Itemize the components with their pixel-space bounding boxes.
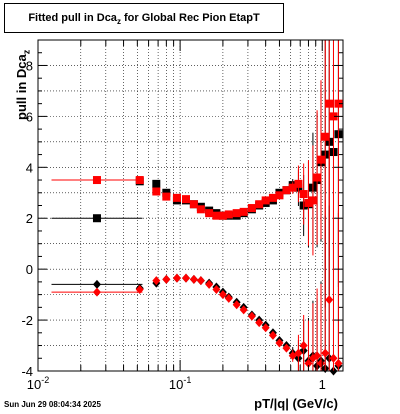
data-point-square: [299, 190, 308, 199]
data-point-diamond: [189, 274, 198, 284]
x-axis-label: pT/|q| (GeV/c): [254, 396, 338, 411]
title-box: Fitted pull in Dcaz for Global Rec Pion …: [4, 3, 284, 33]
data-point-square: [316, 155, 325, 164]
data-point-square: [247, 204, 256, 213]
data-point-square: [308, 196, 317, 205]
data-point-diamond: [196, 276, 205, 286]
data-point-square: [162, 192, 171, 201]
data-point-diamond: [172, 273, 181, 283]
data-point-diamond: [239, 305, 248, 315]
data-point-square: [261, 196, 270, 205]
data-point-square: [268, 193, 277, 202]
data-point-square: [294, 179, 303, 188]
data-point-square: [282, 186, 291, 195]
data-point-square: [189, 200, 198, 209]
data-point-square: [212, 211, 221, 220]
data-point-square: [205, 209, 214, 218]
data-point-diamond: [334, 358, 343, 368]
data-point-square: [135, 176, 144, 185]
data-point-diamond: [325, 295, 334, 305]
title-main: Fitted pull in Dca: [28, 12, 117, 24]
data-point-diamond: [232, 300, 241, 310]
data-point-square: [181, 195, 190, 204]
data-point-diamond: [92, 287, 101, 297]
data-point-diamond: [294, 348, 303, 358]
y-tick-label: 2: [26, 211, 33, 226]
data-point-diamond: [135, 285, 144, 295]
data-point-diamond: [152, 276, 161, 286]
timestamp-footer: Sun Jun 29 08:04:34 2025: [4, 400, 101, 409]
data-point-diamond: [92, 279, 101, 289]
y-tick-label: 8: [26, 58, 33, 73]
data-point-diamond: [218, 290, 227, 300]
data-point-square: [92, 176, 101, 185]
data-point-square: [288, 183, 297, 192]
data-point-square: [304, 198, 313, 207]
data-point-square: [313, 173, 322, 182]
data-point-diamond: [205, 279, 214, 289]
data-point-diamond: [299, 341, 308, 351]
data-point-square: [232, 209, 241, 218]
x-tick-label: 10-2: [27, 375, 49, 392]
data-point-square: [224, 210, 233, 219]
data-point-square: [239, 207, 248, 216]
data-point-diamond: [275, 338, 284, 348]
y-tick-label: -2: [21, 313, 33, 328]
data-point-diamond: [329, 353, 338, 363]
data-point-diamond: [316, 358, 325, 368]
data-point-diamond: [255, 318, 264, 328]
y-tick-label: 0: [26, 262, 33, 277]
data-point-square: [92, 214, 101, 223]
data-point-diamond: [162, 274, 171, 284]
x-tick-label: 1: [319, 377, 326, 392]
data-point-square: [152, 179, 161, 188]
title-suffix: for Global Rec Pion EtapT: [120, 12, 260, 24]
data-point-square: [218, 211, 227, 220]
data-point-diamond: [261, 323, 270, 333]
x-tick-label: 10-1: [169, 375, 191, 392]
data-point-diamond: [304, 358, 313, 368]
title-subscript: z: [116, 17, 121, 27]
y-tick-label: 4: [26, 160, 33, 175]
data-point-diamond: [313, 351, 322, 361]
data-point-diamond: [321, 348, 330, 358]
data-point-square: [172, 193, 181, 202]
data-point-diamond: [247, 311, 256, 321]
data-point-diamond: [212, 285, 221, 295]
data-point-square: [334, 99, 343, 108]
data-point-square: [152, 187, 161, 196]
y-axis-label: pull in Dcaz: [14, 49, 32, 120]
y-tick-label: -4: [21, 364, 33, 379]
data-point-diamond: [181, 273, 190, 283]
data-point-square: [275, 191, 284, 200]
data-point-square: [196, 205, 205, 214]
data-point-square: [321, 132, 330, 141]
data-point-diamond: [224, 293, 233, 303]
data-point-diamond: [282, 343, 291, 353]
data-point-square: [325, 99, 334, 108]
data-point-square: [329, 112, 338, 121]
y-tick-label: 6: [26, 109, 33, 124]
data-point-diamond: [268, 330, 277, 340]
data-point-square: [255, 200, 264, 209]
chart-title: Fitted pull in Dcaz for Global Rec Pion …: [5, 12, 283, 26]
